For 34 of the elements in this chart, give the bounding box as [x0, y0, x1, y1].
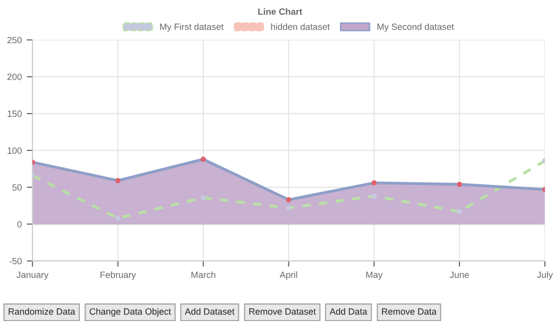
point [371, 180, 377, 186]
text: Remove Dataset [249, 308, 316, 315]
point [115, 178, 120, 184]
x-tick-label: March [191, 271, 216, 278]
text: Change Data Object [90, 308, 171, 316]
y-tick-label: 0 [17, 221, 22, 228]
text: Randomize Data [8, 308, 76, 315]
y-tick-label: 50 [12, 184, 22, 191]
point [371, 194, 377, 199]
point [456, 208, 462, 214]
y-tick-label: 250 [7, 36, 22, 44]
text: Add Dataset [184, 308, 234, 315]
point [115, 216, 120, 221]
point [200, 156, 206, 162]
text: Add Data [330, 308, 368, 315]
legend-label: My Second dataset [378, 23, 454, 32]
point [286, 205, 292, 210]
y-tick-label: 200 [7, 74, 22, 80]
point [456, 182, 462, 187]
text: Remove Data [382, 308, 437, 315]
point [200, 194, 206, 200]
point [286, 197, 292, 202]
x-tick-label: July [536, 271, 553, 280]
x-tick-label: May [366, 272, 383, 280]
legend-label: My First dataset [160, 23, 224, 32]
x-tick-label: April [280, 271, 298, 280]
x-tick-label: January [16, 272, 49, 280]
legend-label: hidden dataset [271, 23, 330, 30]
x-tick-label: June [450, 272, 469, 278]
x-tick-label: February [100, 271, 136, 280]
y-tick-label: 100 [8, 147, 22, 154]
y-tick-label: 150 [8, 110, 22, 117]
y-tick-label: -50 [9, 258, 22, 264]
chart-title: Line Chart [258, 8, 302, 15]
